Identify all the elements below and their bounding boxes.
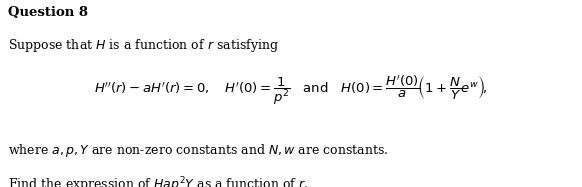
Text: where $a, p, Y$ are non-zero constants and $N, w$ are constants.: where $a, p, Y$ are non-zero constants a… — [8, 142, 389, 159]
Text: Suppose that $H$ is a function of $r$ satisfying: Suppose that $H$ is a function of $r$ sa… — [8, 37, 279, 54]
Text: $H''(r) - aH'(r) = 0, \quad H'(0) = \dfrac{1}{p^2} \quad \mathrm{and} \quad H(0): $H''(r) - aH'(r) = 0, \quad H'(0) = \dfr… — [94, 73, 488, 107]
Text: Question 8: Question 8 — [8, 6, 88, 19]
Text: Find the expression of $Hap^2Y$ as a function of $r$.: Find the expression of $Hap^2Y$ as a fun… — [8, 176, 308, 187]
